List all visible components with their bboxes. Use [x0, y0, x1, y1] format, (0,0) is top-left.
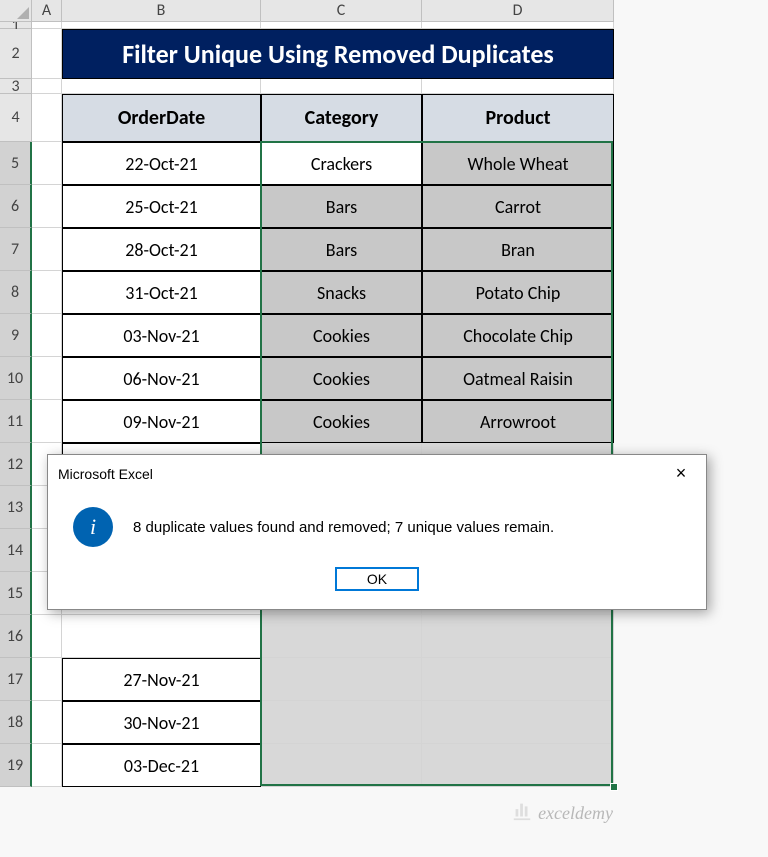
cell-category[interactable]: Cookies: [261, 357, 422, 400]
cell-category[interactable]: Bars: [261, 185, 422, 228]
cell-product[interactable]: Whole Wheat: [422, 142, 614, 185]
cell-category[interactable]: [261, 658, 422, 701]
table-header-b[interactable]: OrderDate: [62, 94, 261, 142]
cell-product[interactable]: [422, 744, 614, 787]
close-icon[interactable]: ×: [666, 463, 696, 484]
cell-date[interactable]: 09-Nov-21: [62, 400, 261, 443]
cell-product[interactable]: [422, 615, 614, 658]
cell-date[interactable]: 27-Nov-21: [62, 658, 261, 701]
cell-product[interactable]: [422, 701, 614, 744]
cell-date[interactable]: 25-Oct-21: [62, 185, 261, 228]
cell-product[interactable]: Chocolate Chip: [422, 314, 614, 357]
empty-cell[interactable]: [32, 744, 62, 787]
cell-product[interactable]: [422, 658, 614, 701]
empty-cell[interactable]: [32, 185, 62, 228]
table-header-d[interactable]: Product: [422, 94, 614, 142]
info-icon: i: [73, 507, 113, 547]
cell-category[interactable]: Cookies: [261, 314, 422, 357]
cell-product[interactable]: Carrot: [422, 185, 614, 228]
cell-product[interactable]: Potato Chip: [422, 271, 614, 314]
column-header-D[interactable]: D: [422, 0, 614, 22]
ok-button[interactable]: OK: [335, 567, 419, 591]
cell-category[interactable]: Snacks: [261, 271, 422, 314]
cell-category[interactable]: Cookies: [261, 400, 422, 443]
watermark: exceldemy: [511, 800, 613, 827]
row-header-1[interactable]: 1: [0, 22, 32, 29]
cell-date[interactable]: 03-Dec-21: [62, 744, 261, 787]
empty-cell[interactable]: [422, 22, 614, 29]
empty-cell[interactable]: [32, 22, 62, 29]
select-all-corner[interactable]: [0, 0, 32, 22]
empty-cell[interactable]: [32, 701, 62, 744]
empty-cell[interactable]: [32, 94, 62, 142]
empty-cell[interactable]: [32, 357, 62, 400]
row-header-9[interactable]: 9: [0, 314, 32, 357]
empty-cell[interactable]: [32, 79, 62, 94]
cell-category[interactable]: [261, 701, 422, 744]
cell-date[interactable]: 06-Nov-21: [62, 357, 261, 400]
empty-cell[interactable]: [32, 400, 62, 443]
row-header-18[interactable]: 18: [0, 701, 32, 744]
cell-date[interactable]: 28-Oct-21: [62, 228, 261, 271]
row-header-5[interactable]: 5: [0, 142, 32, 185]
empty-cell[interactable]: [32, 228, 62, 271]
empty-cell[interactable]: [62, 79, 261, 94]
messagebox: Microsoft Excel × i 8 duplicate values f…: [47, 454, 707, 610]
cell-date[interactable]: 30-Nov-21: [62, 701, 261, 744]
row-header-6[interactable]: 6: [0, 185, 32, 228]
row-header-7[interactable]: 7: [0, 228, 32, 271]
row-header-19[interactable]: 19: [0, 744, 32, 787]
empty-cell[interactable]: [32, 271, 62, 314]
dialog-title-text: Microsoft Excel: [58, 466, 153, 482]
row-header-11[interactable]: 11: [0, 400, 32, 443]
row-header-3[interactable]: 3: [0, 79, 32, 94]
empty-cell[interactable]: [32, 615, 62, 658]
cell-date[interactable]: 31-Oct-21: [62, 271, 261, 314]
selection-fill-handle[interactable]: [610, 783, 618, 791]
cell-category[interactable]: Crackers: [261, 142, 422, 185]
row-header-13[interactable]: 13: [0, 486, 32, 529]
cell-date[interactable]: 22-Oct-21: [62, 142, 261, 185]
watermark-icon: [511, 800, 533, 827]
cell-category[interactable]: [261, 744, 422, 787]
cell-date[interactable]: 03-Nov-21: [62, 314, 261, 357]
table-header-c[interactable]: Category: [261, 94, 422, 142]
row-header-8[interactable]: 8: [0, 271, 32, 314]
row-header-17[interactable]: 17: [0, 658, 32, 701]
row-header-12[interactable]: 12: [0, 443, 32, 486]
cell-product[interactable]: Bran: [422, 228, 614, 271]
watermark-text: exceldemy: [538, 803, 613, 824]
row-header-16[interactable]: 16: [0, 615, 32, 658]
empty-cell[interactable]: [62, 22, 261, 29]
column-header-B[interactable]: B: [62, 0, 261, 22]
cell-product[interactable]: Arrowroot: [422, 400, 614, 443]
row-header-2[interactable]: 2: [0, 29, 32, 79]
column-header-C[interactable]: C: [261, 0, 422, 22]
cell-date[interactable]: [62, 615, 261, 658]
cell-product[interactable]: Oatmeal Raisin: [422, 357, 614, 400]
row-header-4[interactable]: 4: [0, 94, 32, 142]
empty-cell[interactable]: [261, 79, 422, 94]
row-header-10[interactable]: 10: [0, 357, 32, 400]
cell-category[interactable]: [261, 615, 422, 658]
empty-cell[interactable]: [32, 142, 62, 185]
row-header-15[interactable]: 15: [0, 572, 32, 615]
cell-category[interactable]: Bars: [261, 228, 422, 271]
column-header-A[interactable]: A: [32, 0, 62, 22]
empty-cell[interactable]: [261, 22, 422, 29]
empty-cell[interactable]: [422, 79, 614, 94]
empty-cell[interactable]: [32, 658, 62, 701]
page-title: Filter Unique Using Removed Duplicates: [62, 29, 614, 79]
dialog-titlebar[interactable]: Microsoft Excel ×: [48, 455, 706, 492]
empty-cell[interactable]: [32, 314, 62, 357]
row-header-14[interactable]: 14: [0, 529, 32, 572]
empty-cell[interactable]: [32, 29, 62, 79]
dialog-message: 8 duplicate values found and removed; 7 …: [133, 519, 554, 536]
